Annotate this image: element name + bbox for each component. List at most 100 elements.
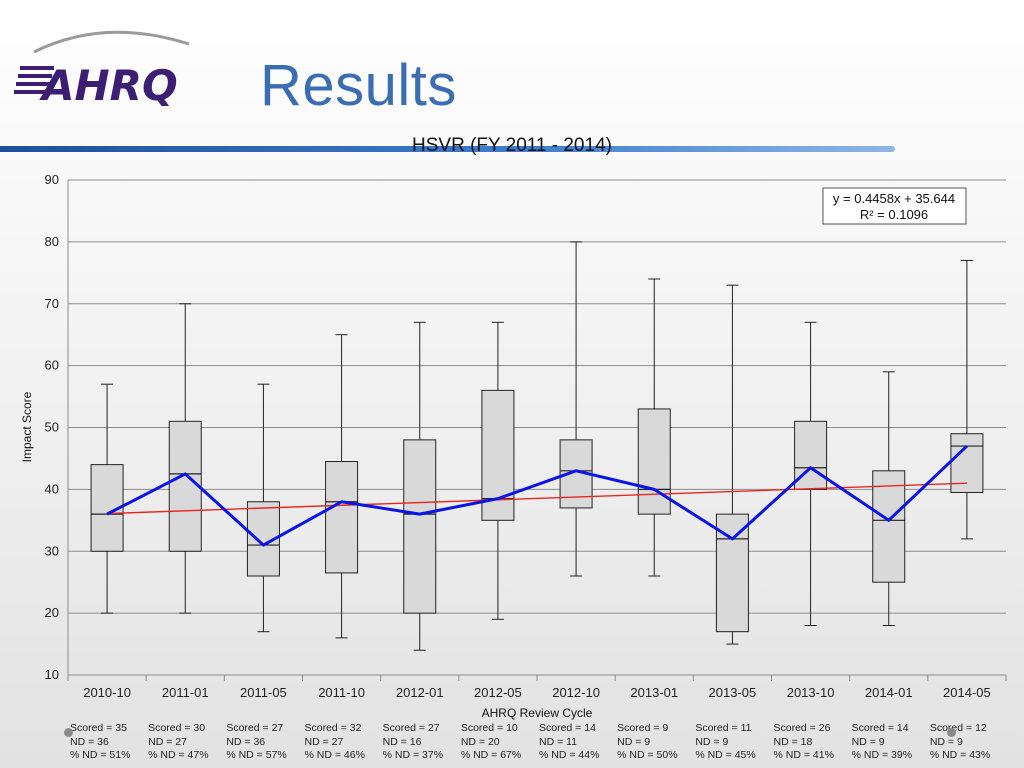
x-tick-label: 2013-01 <box>630 685 678 700</box>
box-iqr <box>872 470 906 583</box>
stat-scored: Scored = 9 <box>617 722 669 734</box>
x-tick-label: 2013-05 <box>709 685 757 700</box>
box-2011-10 <box>325 334 359 639</box>
stat-scored: Scored = 32 <box>304 722 362 734</box>
stat-nd: ND = 18 <box>773 735 813 748</box>
stat-pct: % ND = 47% <box>148 749 209 761</box>
stats-block-2010-10: Scored = 35 ND = 36% ND = 51% <box>70 722 150 763</box>
box-2013-05 <box>715 284 749 645</box>
stats-block-2013-10: Scored = 26 ND = 18% ND = 41% <box>774 722 854 763</box>
stat-scored: Scored = 12 <box>929 722 987 734</box>
stat-nd: ND = 20 <box>460 735 500 748</box>
stat-pct: % ND = 43% <box>929 749 991 761</box>
stat-nd: ND = 9 <box>617 735 651 748</box>
x-tick-label: 2011-05 <box>240 685 287 700</box>
stat-scored: Scored = 14 <box>539 722 596 734</box>
box-2010-10 <box>90 383 124 614</box>
stats-block-2012-10: Scored = 14 ND = 11% ND = 44% <box>539 722 619 763</box>
trend-equation-box: y = 0.4458x + 35.644 R² = 0.1096 <box>822 187 967 225</box>
x-tick-label: 2012-01 <box>396 685 444 700</box>
bullet-dot <box>947 728 956 737</box>
x-tick-label: 2014-05 <box>943 685 991 700</box>
stat-nd: ND = 16 <box>382 735 422 748</box>
x-tick-label: 2011-01 <box>162 685 209 700</box>
stats-block-2012-01: Scored = 27 ND = 16% ND = 37% <box>383 722 463 763</box>
box-2011-01 <box>168 303 202 614</box>
gridlines <box>68 179 1006 676</box>
stat-scored: Scored = 11 <box>695 722 752 734</box>
bullet-dot <box>64 728 73 737</box>
stat-nd: ND = 36 <box>70 735 109 748</box>
box-2014-01 <box>872 371 906 626</box>
x-axis-label: AHRQ Review Cycle <box>482 706 593 720</box>
x-tick-label: 2012-10 <box>552 685 600 700</box>
y-tick-label: 20 <box>45 605 59 620</box>
x-tick-label: 2014-01 <box>865 685 913 700</box>
stat-scored: Scored = 27 <box>226 722 284 734</box>
box-2012-05 <box>481 321 515 620</box>
stats-block-2011-05: Scored = 27 ND = 36% ND = 57% <box>226 722 306 763</box>
box-iqr <box>168 420 202 552</box>
stat-scored: Scored = 14 <box>851 722 909 734</box>
stat-pct: % ND = 67% <box>460 749 522 761</box>
y-tick-label: 70 <box>45 296 59 311</box>
slide-title: Results <box>260 53 457 118</box>
stat-scored: Scored = 26 <box>773 722 831 734</box>
stats-block-2014-01: Scored = 14 ND = 9% ND = 39% <box>852 722 932 763</box>
stat-scored: Scored = 10 <box>460 722 518 734</box>
stat-nd: ND = 27 <box>148 735 187 748</box>
stat-nd: ND = 36 <box>226 735 266 748</box>
y-tick-label: 60 <box>45 358 59 373</box>
stat-pct: % ND = 51% <box>70 749 131 761</box>
series-lines <box>106 444 968 547</box>
stat-pct: % ND = 44% <box>539 749 600 761</box>
y-tick-label: 30 <box>45 543 59 558</box>
stat-scored: Scored = 27 <box>382 722 440 734</box>
stats-block-2011-10: Scored = 32 ND = 27% ND = 46% <box>305 722 385 763</box>
stat-pct: % ND = 46% <box>304 749 365 761</box>
ahrq-logo: AHRQ <box>14 30 190 110</box>
box-iqr <box>950 433 984 493</box>
y-axis-label: Impact Score <box>20 391 34 462</box>
stat-pct: % ND = 37% <box>382 749 444 761</box>
stats-block-2013-01: Scored = 9 ND = 9% ND = 50% <box>617 722 697 763</box>
chart-title: HSVR (FY 2011 - 2014) <box>412 135 612 156</box>
stat-nd: ND = 9 <box>851 735 885 748</box>
stat-pct: % ND = 57% <box>226 749 287 761</box>
y-tick-label: 50 <box>45 420 59 435</box>
stat-pct: % ND = 50% <box>617 749 678 761</box>
stat-nd: ND = 11 <box>539 735 578 748</box>
stats-block-2011-01: Scored = 30 ND = 27% ND = 47% <box>148 722 228 763</box>
stat-nd: ND = 9 <box>695 735 729 748</box>
boxes <box>90 241 984 651</box>
stat-pct: % ND = 45% <box>695 749 756 761</box>
title-underline <box>0 146 895 152</box>
y-tick-label: 40 <box>45 481 59 496</box>
x-tick-label: 2012-05 <box>474 685 522 700</box>
box-iqr <box>403 439 437 614</box>
trend-equation: y = 0.4458x + 35.644 <box>833 191 955 206</box>
axes: 10 20 30 40 50 60 70 80 90 2010-10 2011-01 2011-05 2… <box>45 172 1007 700</box>
stats-block-2013-05: Scored = 11 ND = 9% ND = 45% <box>695 722 775 763</box>
trend-line <box>107 482 967 515</box>
stat-nd: ND = 27 <box>304 735 344 748</box>
box-2014-05 <box>950 259 984 540</box>
trend-r2: R² = 0.1096 <box>860 207 928 222</box>
stat-scored: Scored = 35 <box>70 722 127 734</box>
stat-pct: % ND = 39% <box>851 749 913 761</box>
stats-block-2012-05: Scored = 10 ND = 20% ND = 67% <box>461 722 541 763</box>
y-tick-label: 90 <box>45 172 59 187</box>
stat-scored: Scored = 30 <box>148 722 206 734</box>
x-tick-label: 2011-10 <box>318 685 365 700</box>
stats-block-2014-05: Scored = 12 ND = 9% ND = 43% <box>930 722 1010 763</box>
median-series-line <box>106 444 968 547</box>
box-iqr <box>637 408 671 515</box>
y-tick-label: 10 <box>45 667 59 682</box>
stat-pct: % ND = 41% <box>773 749 834 761</box>
box-2012-10 <box>559 241 593 577</box>
box-2013-01 <box>637 278 671 577</box>
logo-text: AHRQ <box>39 61 178 110</box>
box-2012-01 <box>403 321 437 651</box>
box-iqr <box>325 461 359 574</box>
